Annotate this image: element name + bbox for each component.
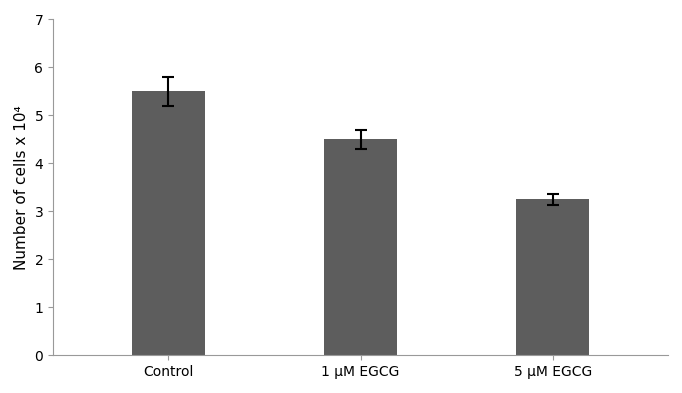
Bar — [132, 92, 205, 355]
Bar — [324, 140, 397, 355]
Y-axis label: Number of cells x 10⁴: Number of cells x 10⁴ — [14, 105, 29, 270]
Bar — [516, 199, 589, 355]
